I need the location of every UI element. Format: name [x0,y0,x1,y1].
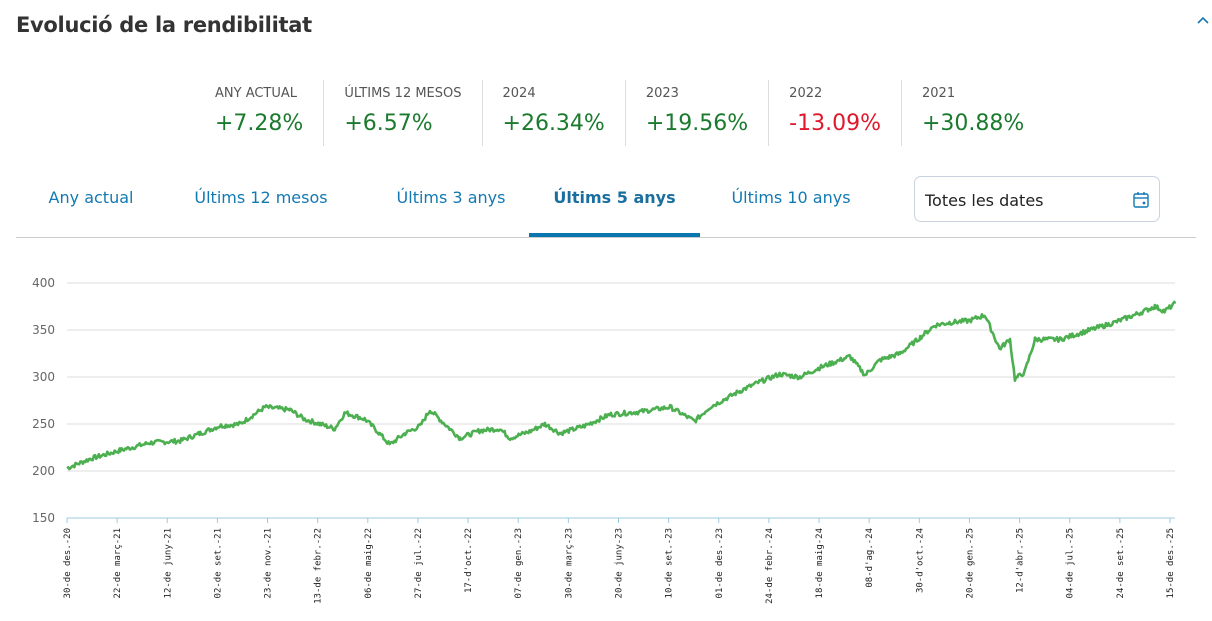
stat-value: +19.56% [645,111,749,136]
x-tick-label: 12-de juny-21 [163,528,173,598]
stat-label: 2023 [645,86,679,101]
stat-value: +7.28% [215,111,304,136]
page-title: Evolució de la rendibilitat [16,13,312,37]
x-tick-label: 02-de set.-21 [213,528,223,598]
y-tick-label: 200 [32,464,55,478]
x-tick-label: 04-de jul.-25 [1066,528,1076,598]
x-tick-label: 06-de maig-22 [364,528,374,598]
tab-ultims-3-anys[interactable]: Últims 3 anys [396,188,506,207]
y-tick-label: 350 [32,323,55,337]
tab-any-actual[interactable]: Any actual [48,188,134,207]
chevron-up-icon[interactable] [1196,14,1210,28]
x-tick-label: 23-de nov.-21 [264,528,274,598]
y-tick-label: 250 [32,417,55,431]
x-tick-label: 17-d'oct.-22 [464,528,474,593]
x-tick-label: 30-de març-23 [564,528,574,598]
stat-4: 2022 -13.09% [768,80,901,146]
x-tick-label: 27-de jul.-22 [414,528,424,598]
y-tick-label: 150 [32,511,55,525]
x-tick-label: 15-de des.-25 [1166,528,1176,598]
stat-label: 2022 [789,86,823,101]
date-range-value: Totes les dates [925,191,1044,210]
series-line [66,300,1177,471]
calendar-icon [1133,192,1149,208]
x-tick-label: 22-de març-21 [113,528,123,598]
x-tick-label: 20-de juny-23 [615,528,625,598]
x-tick-label: 30-de des.-20 [63,528,73,598]
y-tick-label: 400 [32,276,55,290]
x-tick-label: 01-de des.-23 [715,528,725,598]
period-tabs: Any actual Últims 12 mesos Últims 3 anys… [16,176,1196,238]
stat-0: ANY ACTUAL +7.28% [215,80,323,146]
x-tick-label: 18-de maig-24 [815,528,825,598]
stat-value: +26.34% [502,111,605,136]
stat-value: +6.57% [344,111,433,136]
stat-2: 2024 +26.34% [481,80,625,146]
stat-3: 2023 +19.56% [624,80,768,146]
stat-5: 2021 +30.88% [901,80,1044,146]
x-tick-label: 08-d'ag.-24 [865,528,875,588]
returns-summary: ANY ACTUAL +7.28% ÚLTIMS 12 MESOS +6.57% 202… [215,80,1044,146]
stat-label: ÚLTIMS 12 MESOS [344,86,462,101]
x-tick-label: 24-de set.-25 [1116,528,1126,598]
performance-chart: 150 200 250 300 350 400 30-de des.-20 22-de mar… [32,276,1177,604]
stat-1: ÚLTIMS 12 MESOS +6.57% [323,80,481,146]
x-tick-label: 30-d'oct.-24 [915,528,925,593]
x-tick-label: 07-de gen.-23 [514,528,524,598]
tab-ultims-5-anys[interactable]: Últims 5 anys [529,188,700,237]
tab-ultims-10-anys[interactable]: Últims 10 anys [731,188,851,207]
stat-label: ANY ACTUAL [215,86,298,101]
x-tick-label: 20-de gen.-25 [965,528,975,598]
stat-value: -13.09% [789,111,881,136]
x-tick-label: 12-d'abr.-25 [1016,528,1026,593]
y-tick-label: 300 [32,370,55,384]
x-tick-label: 24-de febr.-24 [765,528,775,604]
stat-value: +30.88% [922,111,1025,136]
stat-label: 2021 [922,86,956,101]
tab-ultims-12-mesos[interactable]: Últims 12 mesos [194,188,328,207]
stat-label: 2024 [502,86,536,101]
x-tick-label: 13-de febr.-22 [314,528,324,604]
date-range-select[interactable]: Totes les dates [914,176,1160,222]
x-tick-label: 10-de set.-23 [665,528,675,598]
